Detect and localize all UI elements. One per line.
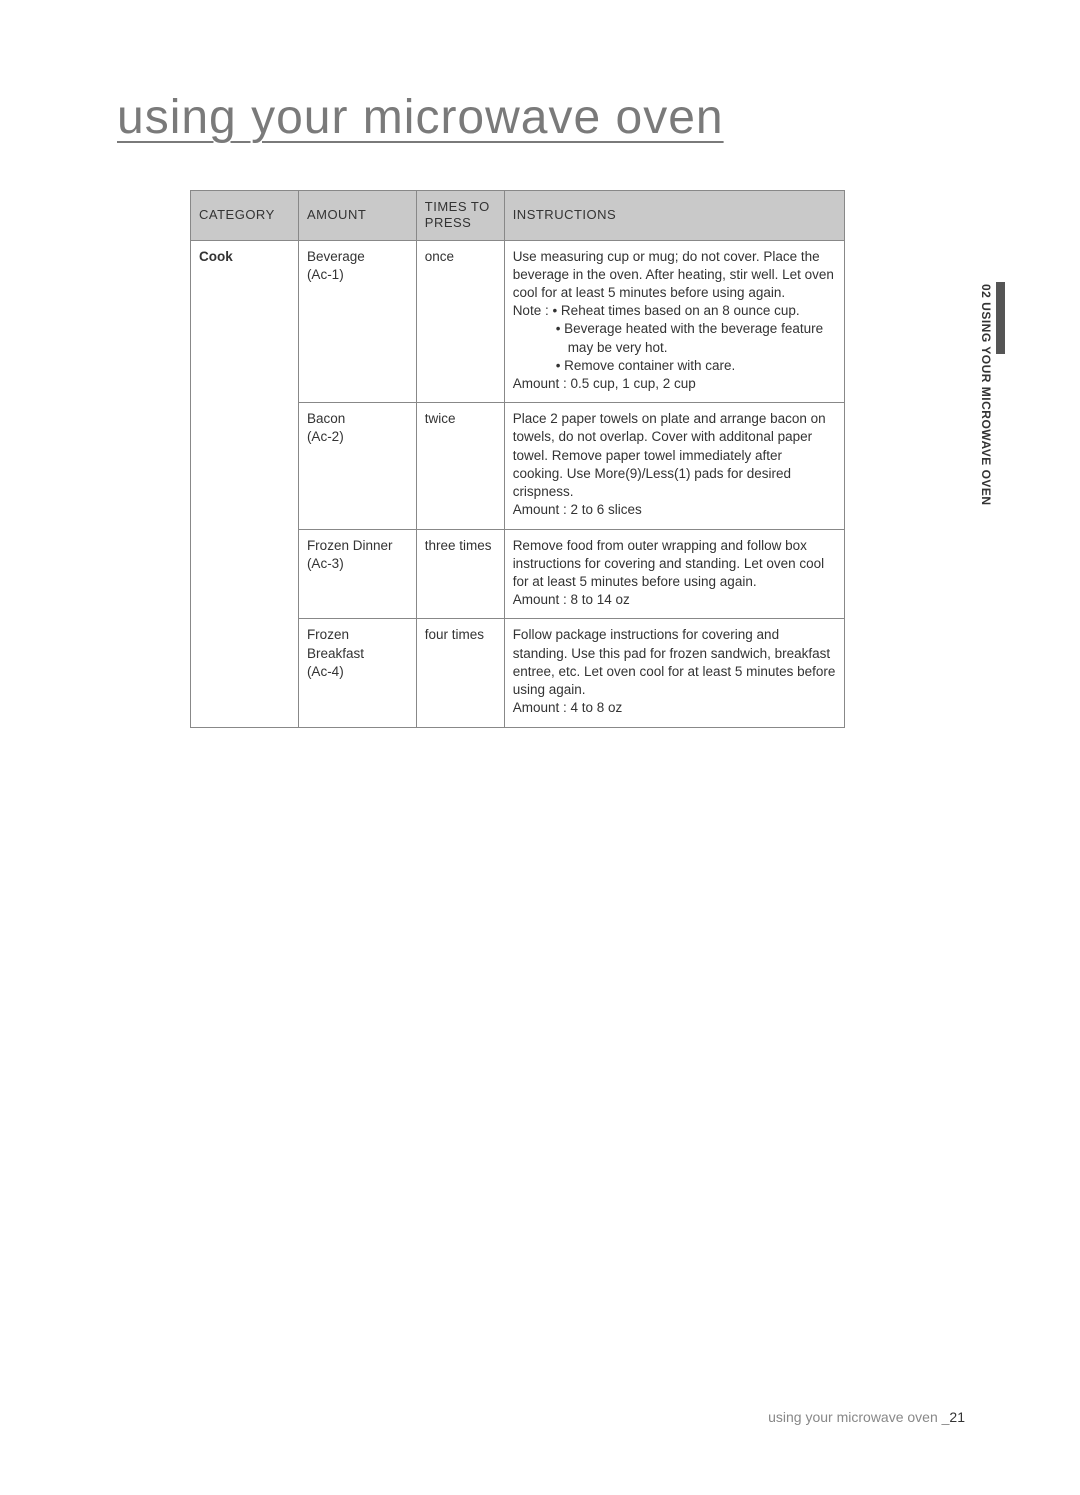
table-header-row: CATEGORY AMOUNT TIMES TO PRESS INSTRUCTI…	[191, 191, 845, 241]
td-instructions: Place 2 paper towels on plate and arrang…	[504, 403, 844, 529]
th-amount: AMOUNT	[298, 191, 416, 241]
td-instructions: Use measuring cup or mug; do not cover. …	[504, 240, 844, 403]
instr-amount: Amount : 2 to 6 slices	[513, 501, 836, 519]
instr-amount: Amount : 8 to 14 oz	[513, 591, 836, 609]
instr-bullet: • Remove container with care.	[513, 357, 836, 375]
amount-code: (Ac-3)	[307, 555, 408, 573]
footer-label: using your microwave oven _	[768, 1409, 949, 1425]
amount-code: (Ac-4)	[307, 663, 408, 681]
instr-main: Use measuring cup or mug; do not cover. …	[513, 248, 836, 303]
td-times: four times	[416, 619, 504, 727]
instr-amount: Amount : 4 to 8 oz	[513, 699, 836, 717]
th-category: CATEGORY	[191, 191, 299, 241]
side-tab-label: 02 USING YOUR MICROWAVE OVEN	[979, 284, 993, 506]
td-amount: Bacon (Ac-2)	[298, 403, 416, 529]
instr-main: Follow package instructions for covering…	[513, 626, 836, 699]
instr-main: Remove food from outer wrapping and foll…	[513, 537, 836, 592]
amount-name: Bacon	[307, 410, 408, 428]
amount-name: Beverage	[307, 248, 408, 266]
amount-name: Frozen Dinner	[307, 537, 408, 555]
td-instructions: Remove food from outer wrapping and foll…	[504, 529, 844, 619]
amount-code: (Ac-2)	[307, 428, 408, 446]
page-heading: using your microwave oven	[117, 90, 980, 145]
cook-table: CATEGORY AMOUNT TIMES TO PRESS INSTRUCTI…	[190, 190, 845, 728]
td-amount: Beverage (Ac-1)	[298, 240, 416, 403]
th-instructions: INSTRUCTIONS	[504, 191, 844, 241]
table-row: Cook Beverage (Ac-1) once Use measuring …	[191, 240, 845, 403]
footer-page-number: 21	[949, 1409, 965, 1425]
instr-bullet: • Beverage heated with the beverage feat…	[513, 320, 836, 356]
instr-amount: Amount : 0.5 cup, 1 cup, 2 cup	[513, 375, 836, 393]
instr-main: Place 2 paper towels on plate and arrang…	[513, 410, 836, 501]
page-footer: using your microwave oven _21	[768, 1409, 965, 1425]
instr-note: Note : • Reheat times based on an 8 ounc…	[513, 302, 836, 320]
td-times: once	[416, 240, 504, 403]
td-category: Cook	[191, 240, 299, 727]
side-tab-bar	[996, 282, 1005, 354]
amount-name: Frozen Breakfast	[307, 626, 408, 662]
td-amount: Frozen Dinner (Ac-3)	[298, 529, 416, 619]
td-times: three times	[416, 529, 504, 619]
th-times: TIMES TO PRESS	[416, 191, 504, 241]
td-amount: Frozen Breakfast (Ac-4)	[298, 619, 416, 727]
td-times: twice	[416, 403, 504, 529]
amount-code: (Ac-1)	[307, 266, 408, 284]
td-instructions: Follow package instructions for covering…	[504, 619, 844, 727]
